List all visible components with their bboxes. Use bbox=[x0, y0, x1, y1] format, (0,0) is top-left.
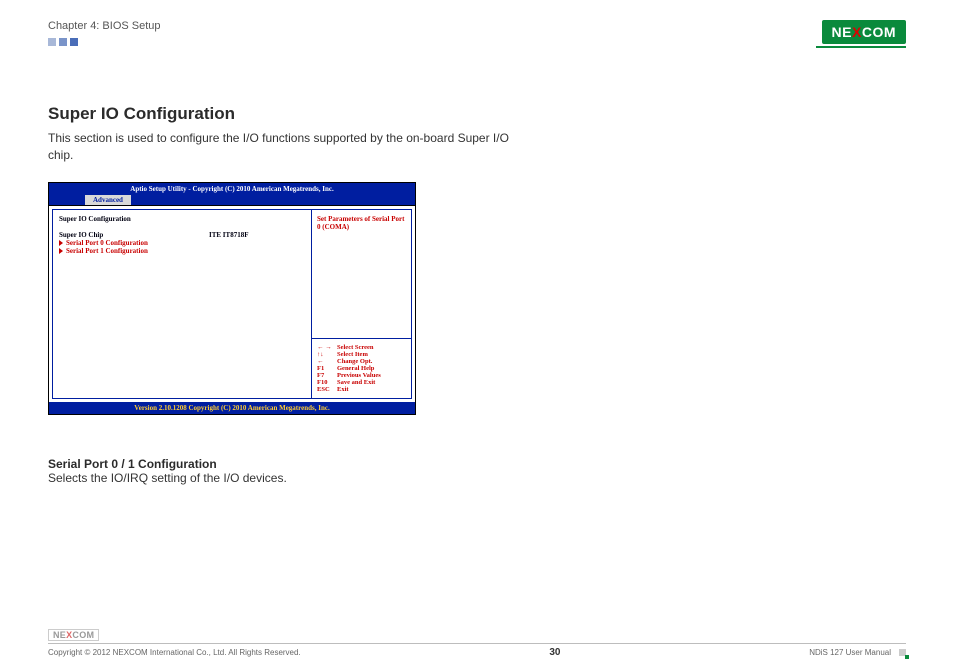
bios-chip-value: ITE IT8718F bbox=[209, 231, 248, 239]
section-title: Super IO Configuration bbox=[48, 104, 528, 124]
bios-tabs: Advanced bbox=[49, 195, 415, 205]
square-icon bbox=[70, 38, 78, 46]
chapter-title: Chapter 4: BIOS Setup bbox=[48, 20, 161, 32]
bios-menu-item[interactable]: Serial Port 1 Configuration bbox=[59, 247, 305, 255]
decorative-squares bbox=[48, 38, 161, 46]
copyright-text: Copyright © 2012 NEXCOM International Co… bbox=[48, 648, 301, 657]
bios-right-panel: Set Parameters of Serial Port 0 (COMA) ←… bbox=[312, 209, 412, 399]
bios-footer: Version 2.10.1208 Copyright (C) 2010 Ame… bbox=[49, 402, 415, 414]
bios-menu-item[interactable]: Serial Port 0 Configuration bbox=[59, 239, 305, 247]
main-content: Super IO Configuration This section is u… bbox=[48, 54, 528, 485]
page-header: Chapter 4: BIOS Setup NEXCOM bbox=[48, 20, 906, 54]
bios-screenshot: Aptio Setup Utility - Copyright (C) 2010… bbox=[48, 182, 416, 415]
page-number: 30 bbox=[549, 647, 560, 658]
subsection: Serial Port 0 / 1 Configuration Selects … bbox=[48, 457, 528, 485]
triangle-icon bbox=[59, 240, 63, 246]
page: Chapter 4: BIOS Setup NEXCOM Super IO Co… bbox=[0, 0, 954, 672]
footer-logo-icon: NEXCOM bbox=[48, 629, 99, 641]
bios-tab-advanced[interactable]: Advanced bbox=[85, 195, 131, 205]
subsection-text: Selects the IO/IRQ setting of the I/O de… bbox=[48, 471, 528, 485]
bios-body: Super IO Configuration Super IO Chip ITE… bbox=[49, 205, 415, 402]
corner-decoration-icon bbox=[899, 649, 906, 656]
square-icon bbox=[48, 38, 56, 46]
triangle-icon bbox=[59, 248, 63, 254]
bios-left-panel: Super IO Configuration Super IO Chip ITE… bbox=[52, 209, 312, 399]
nexcom-logo-icon: NEXCOM bbox=[822, 20, 906, 44]
section-intro: This section is used to configure the I/… bbox=[48, 130, 528, 164]
bios-header: Aptio Setup Utility - Copyright (C) 2010… bbox=[49, 183, 415, 195]
page-footer: NEXCOM Copyright © 2012 NEXCOM Internati… bbox=[48, 625, 906, 658]
footer-divider bbox=[48, 643, 906, 644]
bios-panel-title: Super IO Configuration bbox=[59, 215, 305, 223]
bios-chip-row: Super IO Chip ITE IT8718F bbox=[59, 231, 305, 239]
subsection-title: Serial Port 0 / 1 Configuration bbox=[48, 457, 528, 471]
logo-underline bbox=[816, 46, 906, 48]
manual-name: NDiS 127 User Manual bbox=[809, 648, 891, 657]
footer-row: Copyright © 2012 NEXCOM International Co… bbox=[48, 647, 906, 658]
square-icon bbox=[59, 38, 67, 46]
header-left: Chapter 4: BIOS Setup bbox=[48, 20, 161, 46]
bios-help-text: Set Parameters of Serial Port 0 (COMA) bbox=[312, 210, 411, 338]
header-logo: NEXCOM bbox=[816, 20, 906, 48]
bios-chip-label: Super IO Chip bbox=[59, 231, 209, 239]
bios-key-legend: ← →Select Screen ↑↓Select Item ←Change O… bbox=[312, 338, 411, 398]
